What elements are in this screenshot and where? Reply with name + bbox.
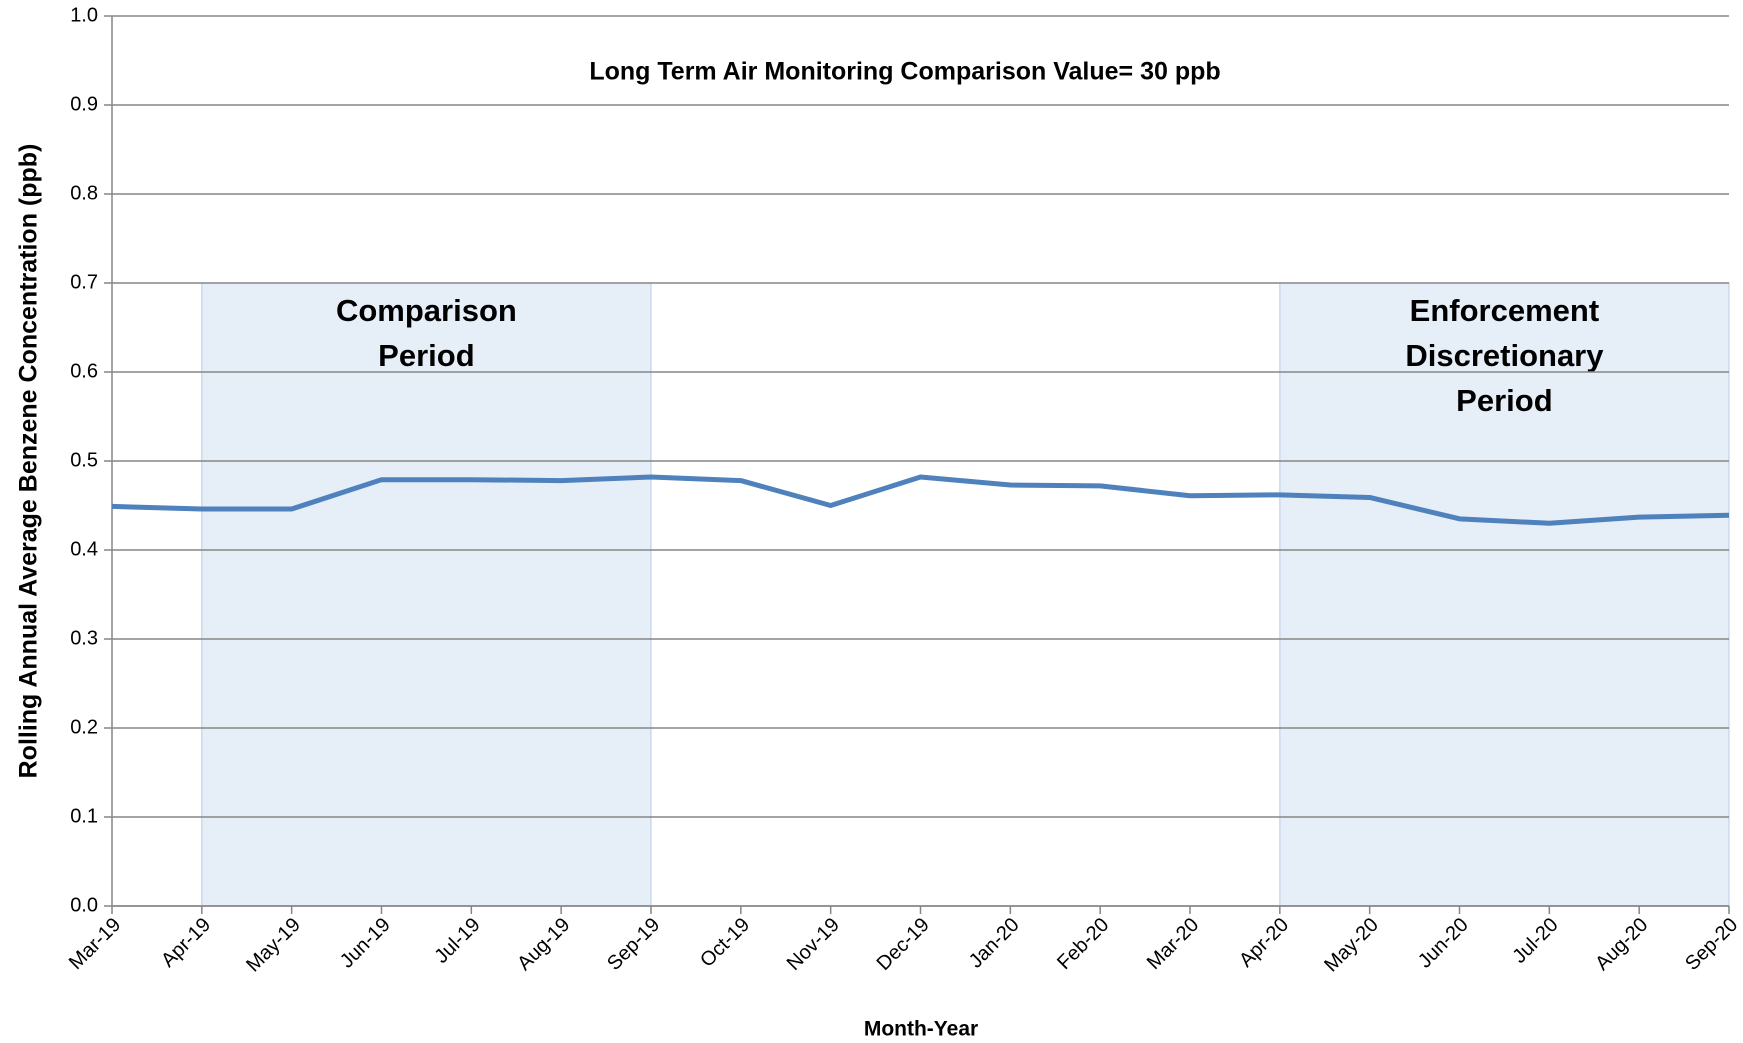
region-label: Period — [378, 338, 474, 373]
x-tick-label: Feb-20 — [1053, 914, 1113, 974]
region-label: Period — [1456, 383, 1552, 418]
y-tick-label: 0.2 — [70, 716, 98, 738]
x-tick-label: Aug-20 — [1591, 914, 1652, 975]
y-tick-label: 0.5 — [70, 449, 98, 471]
y-tick-label: 0.1 — [70, 805, 98, 827]
y-tick-label: 0.6 — [70, 360, 98, 382]
annotation: Long Term Air Monitoring Comparison Valu… — [589, 58, 1220, 86]
y-tick-label: 0.0 — [70, 894, 98, 916]
x-tick-label: Jun-20 — [1414, 914, 1473, 973]
x-tick-label: Sep-19 — [603, 914, 664, 975]
y-tick-label: 0.9 — [70, 93, 98, 115]
region-label: Comparison — [336, 293, 517, 328]
y-tick-label: 0.8 — [70, 182, 98, 204]
region — [1279, 282, 1730, 907]
x-tick-label: Jan-20 — [965, 914, 1024, 973]
x-tick-label: Mar-20 — [1143, 914, 1203, 974]
y-tick-label: 0.4 — [70, 538, 98, 560]
x-tick-label: May-20 — [1320, 914, 1383, 977]
region-label: Discretionary — [1405, 338, 1604, 373]
x-tick-label: Jul-19 — [431, 914, 485, 968]
x-tick-label: Oct-19 — [696, 914, 754, 972]
x-tick-label: Jun-19 — [336, 914, 395, 973]
x-tick-label: Aug-19 — [513, 914, 574, 975]
x-tick-label: Apr-19 — [157, 914, 215, 972]
x-tick-label: Apr-20 — [1235, 914, 1293, 972]
x-tick-label: May-19 — [242, 914, 305, 977]
x-tick-label: Mar-19 — [65, 914, 125, 974]
y-axis-label: Rolling Annual Average Benzene Concentra… — [15, 144, 43, 779]
x-tick-label: Sep-20 — [1681, 914, 1742, 975]
x-axis-label: Month-Year — [864, 1018, 978, 1041]
y-tick-label: 0.3 — [70, 627, 98, 649]
y-tick-label: 0.7 — [70, 271, 98, 293]
region-label: Enforcement — [1410, 293, 1599, 328]
y-tick-label: 1.0 — [70, 4, 98, 26]
x-tick-label: Nov-19 — [783, 914, 844, 975]
x-tick-label: Dec-19 — [873, 914, 934, 975]
region — [201, 282, 652, 907]
x-tick-label: Jul-20 — [1509, 914, 1563, 968]
series-line — [111, 474, 1730, 526]
